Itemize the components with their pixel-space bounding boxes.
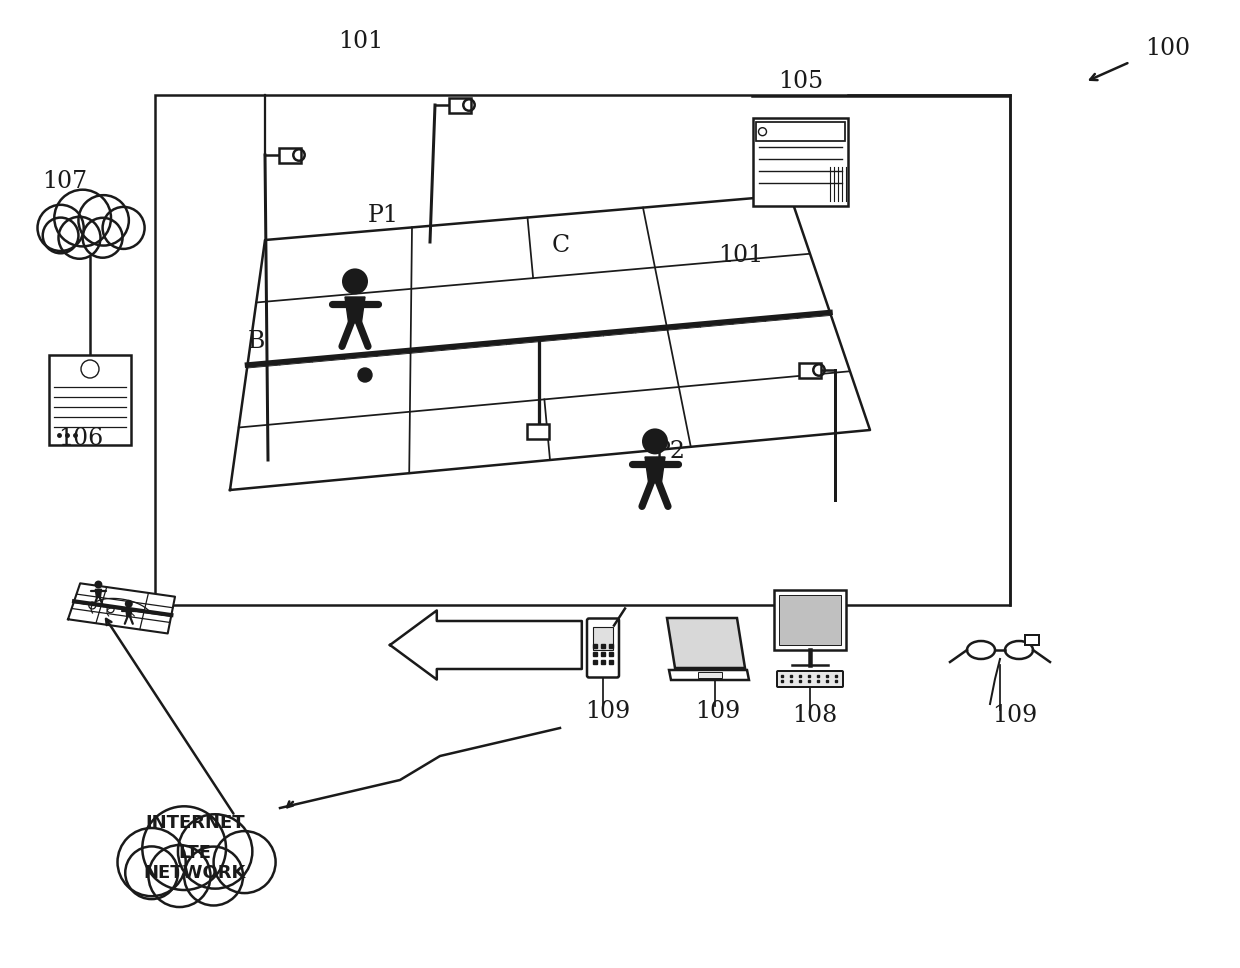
Polygon shape: [229, 195, 870, 490]
Bar: [50, 355, 131, 445]
Text: 100: 100: [1145, 37, 1190, 60]
Bar: [698, 672, 722, 678]
Ellipse shape: [1004, 641, 1033, 659]
FancyBboxPatch shape: [587, 619, 619, 678]
Bar: [593, 626, 613, 650]
Circle shape: [94, 581, 103, 589]
Circle shape: [358, 368, 372, 382]
Bar: [1025, 635, 1039, 645]
Polygon shape: [645, 457, 665, 483]
Text: 106: 106: [58, 427, 103, 450]
Circle shape: [42, 218, 78, 254]
Text: C: C: [552, 234, 570, 257]
Text: B: B: [248, 330, 265, 353]
Circle shape: [55, 190, 112, 247]
Polygon shape: [391, 611, 582, 680]
Circle shape: [37, 205, 83, 251]
Bar: [779, 595, 841, 645]
Bar: [755, 122, 844, 141]
Polygon shape: [125, 609, 131, 617]
Polygon shape: [345, 297, 365, 323]
Circle shape: [143, 806, 226, 890]
Polygon shape: [667, 618, 745, 668]
Text: 101: 101: [718, 244, 764, 267]
Circle shape: [58, 217, 100, 258]
Bar: [155, 95, 1011, 605]
Bar: [774, 590, 846, 650]
Circle shape: [103, 207, 145, 249]
Circle shape: [642, 429, 668, 454]
Text: 109: 109: [585, 700, 630, 723]
Circle shape: [83, 218, 123, 257]
Circle shape: [118, 828, 186, 896]
Text: INTERNET: INTERNET: [145, 814, 244, 832]
Bar: [753, 118, 847, 206]
Circle shape: [125, 600, 133, 608]
Text: LTE: LTE: [179, 844, 212, 862]
Circle shape: [149, 845, 211, 907]
Text: 107: 107: [42, 170, 87, 193]
Polygon shape: [670, 670, 749, 680]
Text: 109: 109: [992, 704, 1037, 727]
Bar: [527, 424, 549, 439]
Text: 109: 109: [694, 700, 740, 723]
Circle shape: [125, 846, 179, 899]
Text: 108: 108: [792, 704, 837, 727]
Circle shape: [213, 832, 275, 893]
Circle shape: [78, 196, 129, 246]
Circle shape: [342, 268, 368, 294]
Bar: [279, 147, 301, 163]
Ellipse shape: [967, 641, 994, 659]
Text: P1: P1: [368, 204, 399, 227]
Polygon shape: [68, 584, 175, 633]
Text: 105: 105: [777, 70, 823, 93]
Circle shape: [179, 814, 253, 889]
Text: NETWORK: NETWORK: [144, 864, 247, 882]
Text: 101: 101: [339, 30, 383, 53]
Text: P2: P2: [655, 440, 686, 463]
Circle shape: [185, 847, 243, 905]
Bar: [449, 98, 471, 112]
Polygon shape: [95, 590, 102, 597]
FancyBboxPatch shape: [777, 671, 843, 687]
Bar: [799, 362, 821, 378]
